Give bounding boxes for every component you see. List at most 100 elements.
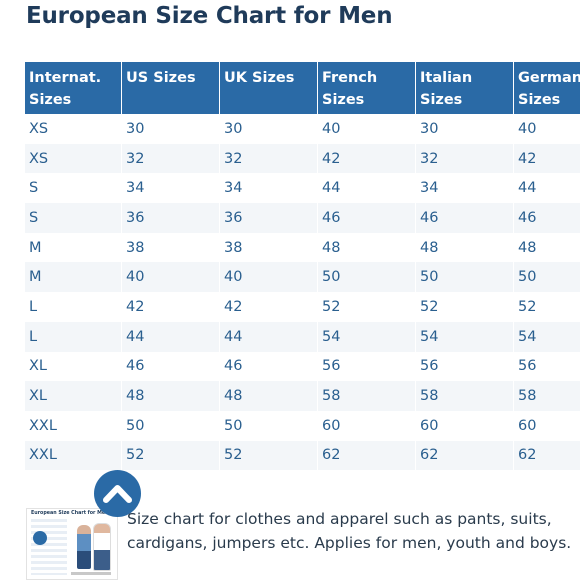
table-cell-uk: 32 bbox=[220, 143, 318, 174]
table-row: L 42 42 52 52 52 bbox=[25, 292, 580, 322]
table-cell-french: 50 bbox=[318, 262, 416, 293]
table-cell-international: M bbox=[25, 232, 122, 263]
thumbnail-table-graphic bbox=[31, 519, 67, 575]
table-cell-us: 42 bbox=[122, 292, 220, 322]
table-cell-german: 56 bbox=[514, 351, 580, 382]
size-chart-caption: Size chart for clothes and apparel such … bbox=[127, 510, 572, 552]
table-cell-german: 58 bbox=[514, 381, 580, 411]
thumbnail-title: European Size Chart for Men bbox=[31, 511, 109, 516]
table-cell-international: XXL bbox=[25, 440, 122, 471]
table-cell-german: 50 bbox=[514, 262, 580, 293]
table-cell-german: 40 bbox=[514, 114, 580, 144]
column-header-french: French Sizes bbox=[318, 62, 416, 114]
table-cell-international: L bbox=[25, 292, 122, 322]
table-cell-italian: 60 bbox=[416, 410, 514, 441]
table-row: S 34 34 44 34 44 bbox=[25, 173, 580, 204]
table-row: XL 48 48 58 58 58 bbox=[25, 381, 580, 411]
table-cell-uk: 42 bbox=[220, 292, 318, 322]
table-cell-french: 52 bbox=[318, 292, 416, 322]
table-cell-uk: 50 bbox=[220, 410, 318, 441]
table-cell-us: 32 bbox=[122, 143, 220, 174]
table-cell-international: XS bbox=[25, 143, 122, 174]
table-row: XS 32 32 42 32 42 bbox=[25, 143, 580, 174]
table-cell-uk: 36 bbox=[220, 203, 318, 233]
table-cell-italian: 58 bbox=[416, 381, 514, 411]
table-cell-italian: 54 bbox=[416, 321, 514, 352]
thumbnail-badge-icon bbox=[33, 531, 47, 545]
table-cell-french: 60 bbox=[318, 410, 416, 441]
table-cell-international: L bbox=[25, 321, 122, 352]
table-cell-uk: 40 bbox=[220, 262, 318, 293]
table-cell-german: 46 bbox=[514, 203, 580, 233]
table-cell-uk: 46 bbox=[220, 351, 318, 382]
table-cell-italian: 48 bbox=[416, 232, 514, 263]
table-cell-italian: 56 bbox=[416, 351, 514, 382]
table-cell-french: 46 bbox=[318, 203, 416, 233]
table-cell-german: 42 bbox=[514, 143, 580, 174]
table-row: XXL 52 52 62 62 62 bbox=[25, 440, 580, 471]
table-cell-german: 52 bbox=[514, 292, 580, 322]
table-cell-italian: 50 bbox=[416, 262, 514, 293]
page-title: European Size Chart for Men bbox=[26, 3, 393, 29]
table-cell-italian: 52 bbox=[416, 292, 514, 322]
table-cell-italian: 30 bbox=[416, 114, 514, 144]
table-cell-us: 38 bbox=[122, 232, 220, 263]
table-cell-italian: 34 bbox=[416, 173, 514, 204]
table-cell-international: XL bbox=[25, 351, 122, 382]
table-cell-french: 56 bbox=[318, 351, 416, 382]
table-row: XS 30 30 40 30 40 bbox=[25, 114, 580, 144]
table-row: S 36 36 46 46 46 bbox=[25, 203, 580, 233]
table-cell-uk: 52 bbox=[220, 440, 318, 471]
table-row: XL 46 46 56 56 56 bbox=[25, 351, 580, 382]
table-row: M 38 38 48 48 48 bbox=[25, 232, 580, 263]
table-cell-uk: 34 bbox=[220, 173, 318, 204]
table-cell-german: 62 bbox=[514, 440, 580, 471]
table-cell-italian: 46 bbox=[416, 203, 514, 233]
column-header-german: German Sizes bbox=[514, 62, 580, 114]
table-body: XS 30 30 40 30 40 XS 32 32 42 32 42 S 34 34 44 34 44 S 36 36… bbox=[25, 114, 580, 471]
table-cell-us: 52 bbox=[122, 440, 220, 471]
table-row: M 40 40 50 50 50 bbox=[25, 262, 580, 293]
table-cell-italian: 32 bbox=[416, 143, 514, 174]
table-cell-french: 62 bbox=[318, 440, 416, 471]
thumbnail-person-icon bbox=[77, 525, 91, 569]
table-cell-international: S bbox=[25, 173, 122, 204]
size-table: Internat. Sizes US Sizes UK Sizes French S… bbox=[25, 62, 580, 471]
table-cell-us: 40 bbox=[122, 262, 220, 293]
table-cell-french: 48 bbox=[318, 232, 416, 263]
table-cell-french: 40 bbox=[318, 114, 416, 144]
table-cell-us: 48 bbox=[122, 381, 220, 411]
table-cell-french: 54 bbox=[318, 321, 416, 352]
table-cell-uk: 38 bbox=[220, 232, 318, 263]
table-row: XXL 50 50 60 60 60 bbox=[25, 410, 580, 441]
table-cell-german: 60 bbox=[514, 410, 580, 441]
table-cell-us: 34 bbox=[122, 173, 220, 204]
chevron-up-icon bbox=[103, 485, 132, 503]
table-cell-uk: 44 bbox=[220, 321, 318, 352]
table-cell-german: 48 bbox=[514, 232, 580, 263]
table-cell-international: S bbox=[25, 203, 122, 233]
column-header-us: US Sizes bbox=[122, 62, 220, 114]
table-cell-us: 50 bbox=[122, 410, 220, 441]
table-cell-international: M bbox=[25, 262, 122, 293]
table-cell-german: 54 bbox=[514, 321, 580, 352]
table-cell-us: 30 bbox=[122, 114, 220, 144]
table-cell-french: 44 bbox=[318, 173, 416, 204]
table-cell-international: XL bbox=[25, 381, 122, 411]
table-cell-german: 44 bbox=[514, 173, 580, 204]
column-header-uk: UK Sizes bbox=[220, 62, 318, 114]
table-cell-international: XXL bbox=[25, 410, 122, 441]
size-chart-thumbnail[interactable]: European Size Chart for Men bbox=[26, 508, 118, 580]
table-cell-us: 44 bbox=[122, 321, 220, 352]
table-cell-italian: 62 bbox=[416, 440, 514, 471]
column-header-italian: Italian Sizes bbox=[416, 62, 514, 114]
table-cell-french: 58 bbox=[318, 381, 416, 411]
table-cell-uk: 30 bbox=[220, 114, 318, 144]
table-cell-us: 46 bbox=[122, 351, 220, 382]
scroll-to-top-button[interactable] bbox=[94, 470, 141, 517]
table-cell-international: XS bbox=[25, 114, 122, 144]
table-header-row: Internat. Sizes US Sizes UK Sizes French S… bbox=[25, 62, 580, 114]
column-header-international: Internat. Sizes bbox=[25, 62, 122, 114]
table-cell-uk: 48 bbox=[220, 381, 318, 411]
